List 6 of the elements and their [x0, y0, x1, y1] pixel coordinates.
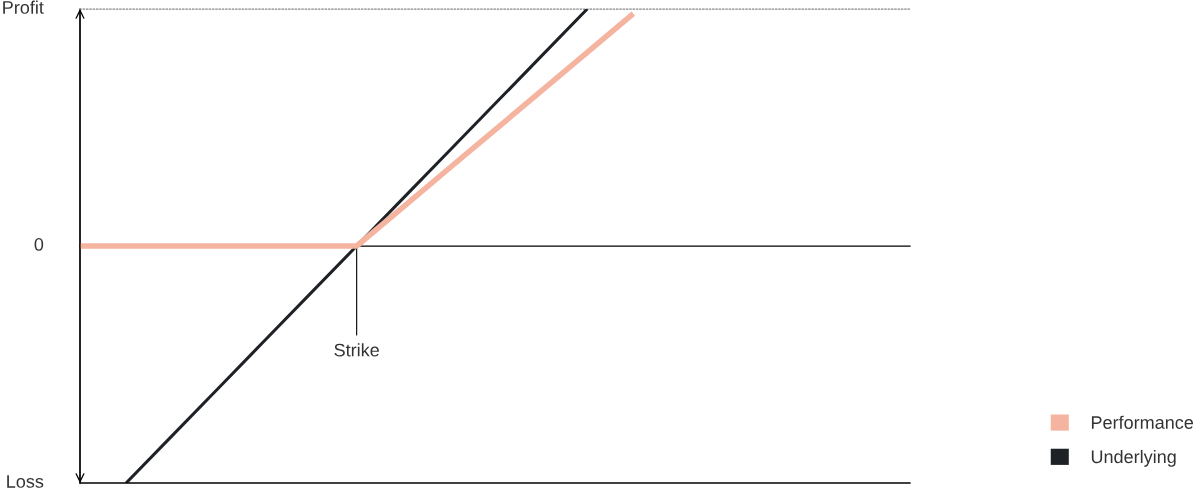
text: Profit [3, 0, 44, 14]
text: 0 [34, 238, 44, 251]
annotation: Strike [334, 343, 379, 357]
legend-label: Performance [1091, 415, 1194, 429]
text: Loss [7, 475, 44, 488]
legend-label: Underlying [1091, 449, 1176, 467]
